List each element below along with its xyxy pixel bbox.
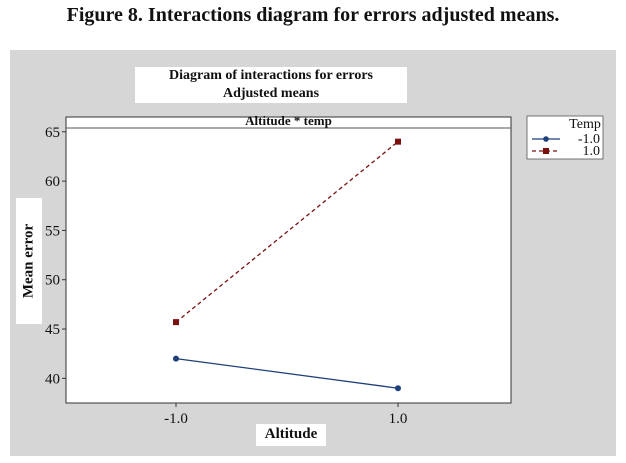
legend-title: Temp <box>569 117 601 132</box>
series-line <box>175 357 399 389</box>
y-tick-label: 55 <box>45 223 60 239</box>
y-tick-label: 45 <box>45 322 60 338</box>
data-point <box>395 385 401 392</box>
chart-title-box: Diagram of interactions for errors Adjus… <box>135 67 407 103</box>
legend-box <box>526 115 604 160</box>
data-point <box>173 319 179 326</box>
panel-label: Altitude * temp <box>245 113 332 128</box>
x-axis-label: Altitude <box>264 426 318 442</box>
chart-subtitle: Adjusted means <box>222 86 320 101</box>
plot-area <box>65 116 512 404</box>
x-tick-label: 1.0 <box>389 411 408 427</box>
legend-entry: 1.0 <box>583 144 601 159</box>
chart-title: Diagram of interactions for errors <box>169 68 373 83</box>
x-tick-label: -1.0 <box>164 411 188 427</box>
data-point <box>173 355 179 362</box>
legend-entry: -1.0 <box>578 132 600 147</box>
legend-marker <box>543 148 549 154</box>
y-tick-label: 40 <box>45 371 60 387</box>
data-point <box>395 138 401 145</box>
y-tick-label: 60 <box>45 174 60 190</box>
series-line <box>175 141 399 323</box>
y-tick-label: 65 <box>45 125 60 141</box>
x-axis-label-box <box>256 424 326 446</box>
figure-caption: Figure 8. Interactions diagram for error… <box>66 4 560 26</box>
legend-marker <box>543 136 549 142</box>
y-axis-label-box <box>16 198 42 324</box>
y-tick-label: 50 <box>45 273 60 289</box>
